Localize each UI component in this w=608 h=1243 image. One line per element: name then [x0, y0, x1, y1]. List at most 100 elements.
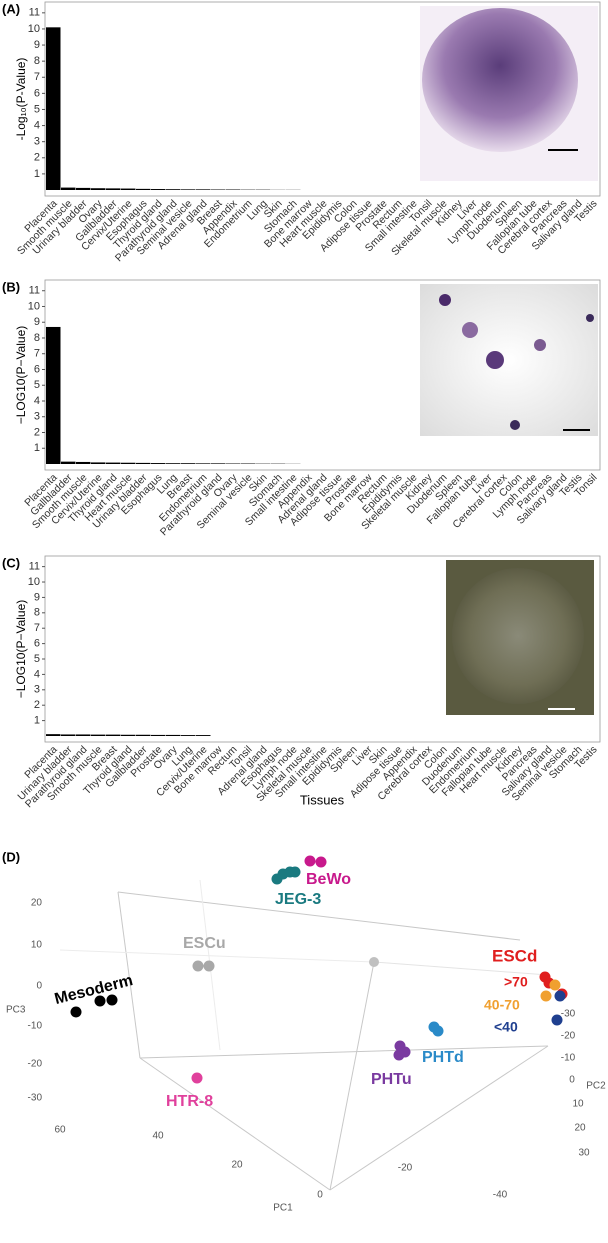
panel-label: (C)	[2, 555, 20, 570]
y-tick-label: 5	[34, 103, 40, 115]
y-tick-label: 10	[28, 23, 40, 35]
group-label: PHTd	[422, 1049, 464, 1066]
x-axis-label: PC1	[273, 1203, 293, 1214]
y-tick-label: 9	[34, 591, 40, 603]
y-tick-label: 1	[34, 715, 40, 727]
bar	[151, 463, 166, 464]
bar	[136, 735, 151, 736]
bar	[91, 735, 106, 736]
pca-point	[71, 1007, 82, 1018]
pca-point	[555, 991, 566, 1002]
group-label: HTR-8	[166, 1093, 213, 1110]
pca-point	[369, 957, 379, 967]
y-tick-label: 9	[34, 39, 40, 51]
bar	[76, 188, 91, 190]
bar	[106, 735, 121, 736]
group-label: JEG-3	[275, 891, 321, 908]
y-axis-label: -Log₁₀(P-Value)	[14, 58, 28, 141]
bar	[136, 189, 151, 190]
x-axis-label: Tissues	[300, 792, 345, 807]
bar	[181, 463, 196, 464]
y-tick-label: 5	[34, 653, 40, 665]
bar	[121, 189, 136, 190]
group-label: >70	[504, 974, 528, 990]
bar	[196, 189, 211, 190]
bar	[136, 463, 151, 464]
bar	[151, 189, 166, 190]
panel-label: (B)	[2, 279, 20, 294]
z-tick-label: -10	[28, 1021, 43, 1032]
x-tick-label: -20	[398, 1163, 413, 1174]
bar	[166, 463, 181, 464]
group-label: ESCu	[183, 935, 226, 952]
y-tick-label: 11	[29, 7, 40, 19]
y-tick-label: 2	[34, 699, 40, 711]
y-tick-label: 20	[574, 1123, 586, 1134]
pca-point	[550, 980, 561, 991]
y-tick-label: 1	[34, 168, 40, 180]
y-tick-label: 3	[34, 411, 40, 423]
bar	[196, 463, 211, 464]
pca-point	[552, 1015, 563, 1026]
group-label: PHTu	[371, 1071, 412, 1088]
y-tick-label: 7	[34, 348, 40, 360]
bar	[76, 462, 91, 464]
micrograph-a	[420, 6, 598, 181]
y-tick-label: 7	[34, 71, 40, 83]
bar	[181, 735, 196, 736]
pca-point	[192, 1073, 203, 1084]
z-tick-label: -30	[28, 1093, 43, 1104]
group-label: ESCd	[492, 946, 537, 965]
bar	[151, 735, 166, 736]
bar	[121, 735, 136, 736]
bar	[46, 734, 61, 736]
y-axis-label: PC2	[586, 1081, 606, 1092]
y-tick-label: -10	[561, 1053, 576, 1064]
y-tick-label: 10	[28, 576, 40, 588]
bar	[196, 735, 211, 736]
x-tick-label: -40	[493, 1190, 508, 1201]
y-tick-label: 11	[29, 285, 40, 297]
z-axis-label: PC3	[6, 1005, 26, 1016]
y-tick-label: 8	[34, 332, 40, 344]
pca-point	[433, 1026, 444, 1037]
y-tick-label: 4	[34, 395, 40, 407]
bar	[61, 188, 76, 190]
pca-frame	[60, 880, 548, 1190]
y-tick-label: 9	[34, 316, 40, 328]
y-tick-label: 2	[34, 426, 40, 438]
y-tick-label: 10	[572, 1099, 584, 1110]
bar	[106, 463, 121, 464]
pca-point	[193, 961, 204, 972]
y-tick-label: 4	[34, 119, 40, 131]
bar	[91, 462, 106, 464]
pca-point	[290, 867, 301, 878]
micrograph-b	[420, 284, 598, 436]
bar	[166, 189, 181, 190]
x-tick-label: 40	[152, 1131, 164, 1142]
y-tick-label: 5	[34, 379, 40, 391]
bar	[166, 735, 181, 736]
bar	[181, 189, 196, 190]
micrograph-c	[446, 560, 594, 715]
z-tick-label: 10	[31, 940, 43, 951]
pca-point	[305, 856, 316, 867]
y-axis-label: −LOG10(P−Value)	[14, 600, 28, 699]
group-label: 40-70	[484, 997, 520, 1013]
z-tick-label: -20	[28, 1059, 43, 1070]
bar	[211, 463, 226, 464]
bar	[91, 188, 106, 190]
group-label: BeWo	[306, 871, 351, 888]
z-tick-label: 20	[31, 898, 43, 909]
y-tick-label: 0	[569, 1075, 575, 1086]
bar	[121, 463, 136, 464]
x-tick-label: 0	[317, 1190, 323, 1201]
bar	[46, 327, 61, 464]
y-tick-label: 8	[34, 55, 40, 67]
bar	[106, 188, 121, 190]
y-tick-label: 3	[34, 684, 40, 696]
x-tick-label: 20	[231, 1160, 243, 1171]
pca-point	[316, 857, 327, 868]
y-axis-label: −LOG10(P−Value)	[14, 326, 28, 425]
